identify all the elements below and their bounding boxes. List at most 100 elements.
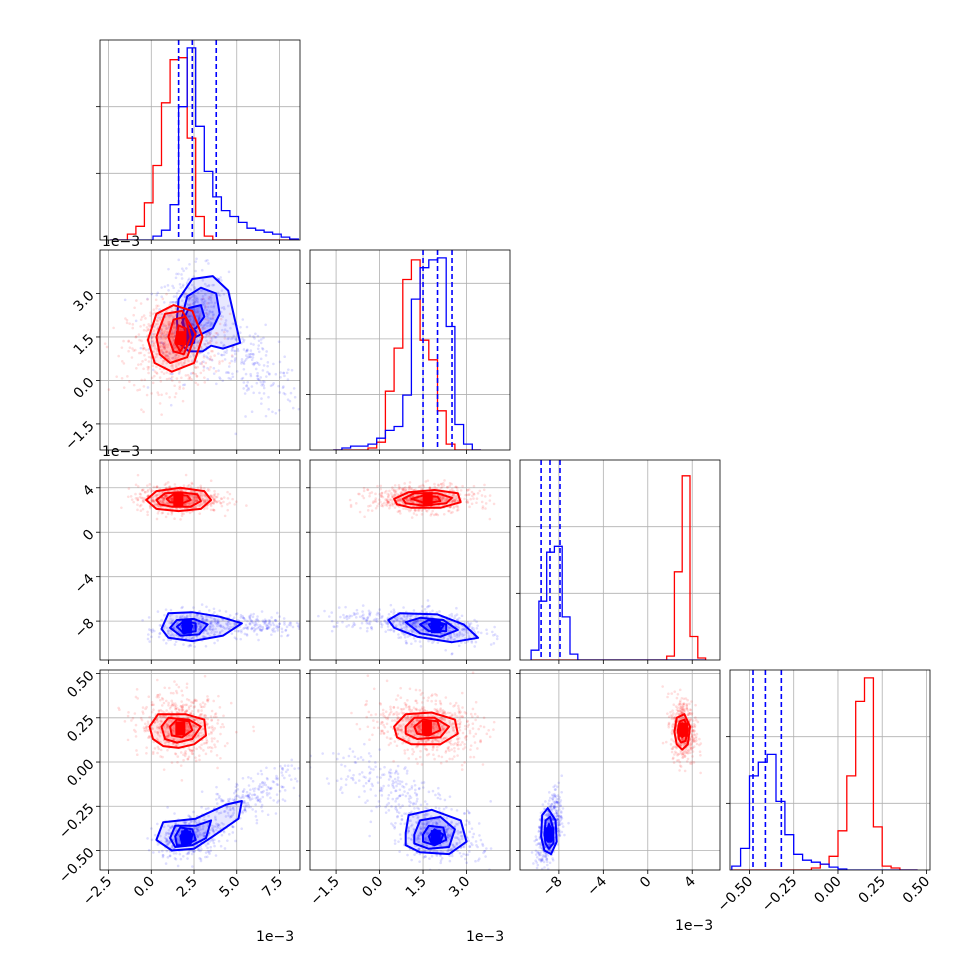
sample-point <box>135 367 138 370</box>
sample-point <box>268 622 271 625</box>
sample-point <box>349 499 352 502</box>
sample-point <box>215 712 218 715</box>
sample-point <box>195 258 198 261</box>
sample-point <box>169 485 172 488</box>
sample-point <box>448 614 451 617</box>
sample-point <box>186 698 189 701</box>
sample-point <box>397 636 400 639</box>
sample-point <box>228 371 231 374</box>
sample-point <box>230 702 233 705</box>
sample-point <box>285 629 288 632</box>
sample-point <box>142 706 145 709</box>
sample-point <box>359 627 362 630</box>
sample-point <box>257 772 260 775</box>
sample-point <box>227 497 230 500</box>
sample-point <box>217 493 220 496</box>
sample-point <box>192 746 195 749</box>
sample-point <box>171 761 174 764</box>
sample-point <box>198 759 201 762</box>
sample-point <box>479 490 482 493</box>
sample-point <box>160 286 163 289</box>
sample-point <box>200 486 203 489</box>
sample-point <box>159 402 162 405</box>
sample-point <box>404 636 407 639</box>
sample-point <box>220 279 223 282</box>
sample-point <box>216 740 219 743</box>
sample-point <box>210 715 213 718</box>
sample-point <box>273 767 276 770</box>
sample-point <box>387 625 390 628</box>
sample-point <box>160 371 163 374</box>
sample-point <box>156 291 159 294</box>
sample-point <box>185 374 188 377</box>
sample-point <box>427 479 430 482</box>
sample-point <box>175 640 178 643</box>
sample-point <box>205 645 208 648</box>
sample-point <box>205 362 208 365</box>
sample-point <box>246 634 249 637</box>
sample-point <box>186 485 189 488</box>
sample-point <box>379 488 382 491</box>
sample-point <box>213 737 216 740</box>
sample-point <box>413 609 416 612</box>
sample-point <box>217 352 220 355</box>
sample-point <box>252 615 255 618</box>
sample-point <box>249 334 252 337</box>
sample-point <box>161 697 164 700</box>
sample-point <box>137 363 140 366</box>
sample-point <box>140 717 143 720</box>
sample-point <box>370 626 373 629</box>
sample-point <box>178 381 181 384</box>
sample-point <box>186 857 189 860</box>
sample-point <box>145 730 148 733</box>
sample-point <box>258 392 261 395</box>
sample-point <box>405 642 408 645</box>
sample-point <box>294 396 297 399</box>
sample-point <box>235 731 238 734</box>
sample-point <box>367 509 370 512</box>
sample-point <box>263 781 266 784</box>
sample-point <box>135 299 138 302</box>
sample-point <box>122 340 125 343</box>
sample-point <box>132 323 135 326</box>
sample-point <box>433 483 436 486</box>
sample-point <box>143 385 146 388</box>
sample-point <box>214 746 217 749</box>
sample-point <box>221 360 224 363</box>
sample-point <box>143 378 146 381</box>
sample-point <box>169 855 172 858</box>
sample-point <box>379 620 382 623</box>
sample-point <box>215 501 218 504</box>
sample-point <box>269 796 272 799</box>
sample-point <box>235 783 238 786</box>
sample-point <box>127 715 130 718</box>
sample-point <box>236 348 239 351</box>
sample-point <box>148 483 151 486</box>
sample-point <box>176 377 179 380</box>
sample-point <box>280 635 283 638</box>
sample-point <box>146 484 149 487</box>
sample-point <box>444 649 447 652</box>
sample-point <box>167 289 170 292</box>
sample-point <box>184 704 187 707</box>
sample-point <box>243 368 246 371</box>
sample-point <box>135 749 138 752</box>
sample-point <box>215 793 218 796</box>
sample-point <box>379 501 382 504</box>
sample-point <box>245 373 248 376</box>
sample-point <box>476 497 479 500</box>
sample-point <box>433 486 436 489</box>
sample-point <box>396 493 399 496</box>
sample-point <box>264 323 267 326</box>
sample-point <box>235 789 238 792</box>
sample-point <box>135 735 138 738</box>
sample-point <box>146 513 149 516</box>
sample-point <box>252 613 255 616</box>
sample-point <box>437 641 440 644</box>
sample-point <box>220 497 223 500</box>
sample-point <box>222 715 225 718</box>
sample-point <box>225 371 228 374</box>
sample-point <box>193 645 196 648</box>
sample-point <box>204 703 207 706</box>
sample-point <box>205 844 208 847</box>
